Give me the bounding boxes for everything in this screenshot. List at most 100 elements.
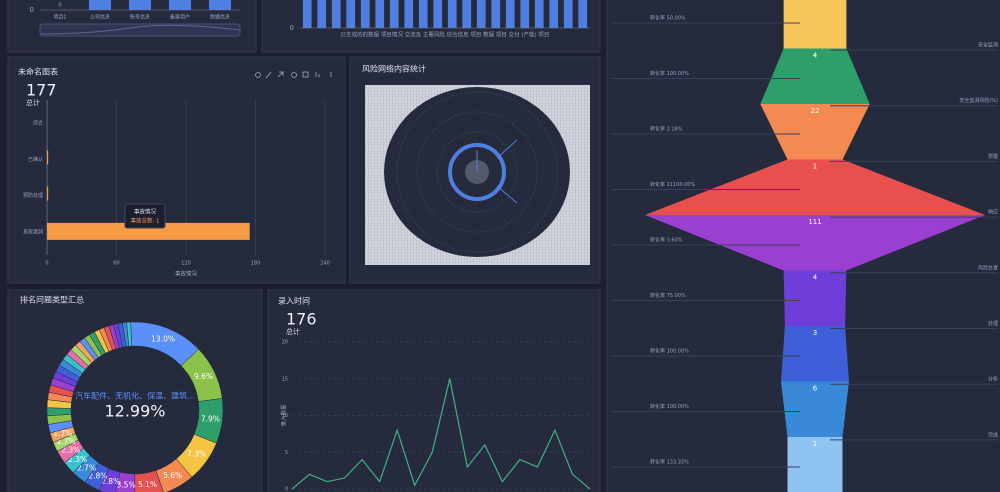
funnel-segment (760, 48, 870, 104)
bar (404, 0, 414, 28)
value-label: 5.6% (163, 471, 182, 480)
value-label: 111 (808, 218, 821, 226)
funnel-segment (783, 0, 847, 49)
funnel-left-label: 转化率 100.00% (650, 348, 689, 355)
value-label: 4 (813, 274, 818, 282)
y-tick-label: 20 (282, 340, 288, 346)
funnel-left-label: 转化率 3.60% (650, 237, 683, 244)
funnel-left-label: 转化率 2.18% (650, 126, 683, 133)
chart-title: 录入时间 (278, 296, 310, 306)
y-tick-label: 预防处理 (23, 192, 43, 199)
bar (389, 0, 399, 28)
y-tick-label: 10 (282, 413, 288, 419)
value-label: 2.8% (88, 471, 107, 480)
bar (89, 0, 111, 10)
x-tick-label: 60 (113, 261, 119, 267)
value-label: 3.5% (117, 480, 136, 489)
slice (126, 321, 133, 347)
bar (209, 0, 231, 10)
funnel-segment (645, 215, 985, 271)
value-label: 1 (813, 163, 817, 171)
bar (505, 0, 515, 28)
value-label: 2.3% (68, 455, 87, 464)
needle (476, 139, 518, 204)
funnel-right-label: 响应 (988, 209, 998, 216)
bar (375, 0, 385, 28)
ring (436, 131, 518, 213)
panel (261, 0, 601, 53)
bar (462, 0, 472, 28)
bar (346, 0, 356, 28)
x-tick-label: 180 (251, 261, 261, 267)
bar (47, 150, 49, 165)
y-tick-label: 系统漏洞 (23, 228, 43, 235)
slice (46, 407, 72, 417)
total-label: 总计 (286, 327, 300, 336)
bar (47, 186, 49, 201)
line (291, 378, 591, 490)
bar (129, 0, 151, 10)
ring (416, 111, 538, 233)
value-label: 13.0% (151, 334, 175, 343)
value-label: 9.6% (194, 372, 213, 381)
y-axis-label: 录入数量 (280, 404, 288, 427)
funnel-left-label: 转化率 50.00% (650, 15, 686, 22)
x-tick-label: 数据信息 (210, 14, 230, 21)
bar (520, 0, 530, 28)
funnel-right-label: 完成 (988, 431, 998, 438)
x-tick-label: 公司信息 (90, 14, 110, 21)
value-label: 2.7% (77, 464, 96, 473)
bar (549, 0, 559, 28)
center-value: 12.99% (104, 402, 165, 421)
value-label: 3 (813, 329, 817, 337)
x-tick-label: 备案用户 (170, 14, 190, 21)
x-tick-label: 账号信息 (130, 14, 150, 21)
zoom-slider[interactable] (39, 23, 241, 37)
polar-decoration (365, 84, 590, 265)
bar (47, 222, 250, 240)
tooltip-title: 事故情况 (134, 208, 157, 216)
value-label: 7.9% (201, 415, 220, 424)
bar (302, 0, 312, 28)
total-label: 总计 (26, 98, 40, 107)
bar (331, 0, 341, 28)
bar (418, 0, 428, 28)
bar (360, 0, 370, 28)
bar (491, 0, 501, 28)
y-tick-label: 0 (290, 24, 294, 32)
bar (447, 0, 457, 28)
value-label: 4 (813, 52, 818, 60)
value-label: 5.1% (138, 480, 157, 489)
bar (476, 0, 486, 28)
panel (267, 289, 601, 492)
funnel-left-label: 转化率 133.33% (650, 459, 689, 466)
x-tick-label: 0 (45, 261, 48, 267)
value-label: 1 (813, 440, 817, 448)
funnel-right-label: 预警 (988, 153, 998, 160)
funnel-segment (781, 381, 849, 437)
value-label: 2.3% (61, 446, 80, 455)
funnel-right-label: 安全监测风险(%) (959, 97, 998, 104)
panel (7, 56, 346, 284)
toolbar[interactable] (255, 71, 332, 79)
bar (563, 0, 573, 28)
value-label: 1.7% (53, 429, 72, 438)
funnel-right-label: 风险处置 (978, 264, 998, 271)
value-label: 2.8% (101, 477, 120, 486)
x-tick-label: 240 (320, 261, 330, 267)
chart-title: 未命名图表 (18, 67, 58, 77)
x-tick-label: 项目1 (53, 15, 66, 21)
funnel-segment (645, 159, 985, 215)
bar (578, 0, 588, 28)
bar (169, 0, 191, 10)
funnel-left-label: 转化率 100.00% (650, 70, 689, 77)
ring (448, 143, 506, 201)
funnel-left-label: 转化率 11100.00% (650, 181, 695, 188)
bar (317, 0, 327, 28)
funnel-segment (760, 104, 870, 160)
tooltip (124, 203, 166, 229)
y-tick-label: 0 (285, 487, 288, 492)
y-tick-label: 已确认 (28, 156, 43, 163)
x-tick-label: 120 (181, 261, 191, 267)
